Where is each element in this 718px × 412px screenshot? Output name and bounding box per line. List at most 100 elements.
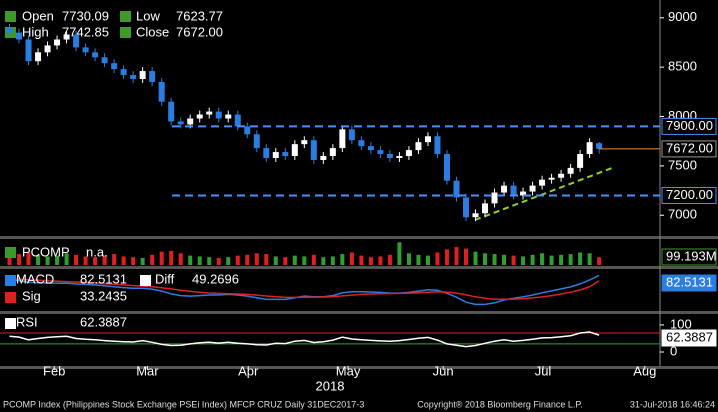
candle-body (348, 129, 355, 141)
legend-swatch (140, 275, 151, 286)
y-tick-label: 7500 (668, 157, 697, 172)
legend-label: MACD (16, 271, 54, 286)
candle-body (244, 126, 251, 135)
volume-bar (83, 256, 88, 265)
candle-body (35, 52, 42, 62)
volume-bar (226, 257, 231, 265)
volume-bar (45, 256, 50, 265)
candle-body (25, 39, 32, 62)
candle-body (586, 142, 593, 155)
footer-left: PCOMP Index (Philippines Stock Exchange … (3, 399, 364, 409)
legend-label: RSI (16, 314, 38, 329)
candle-body (558, 173, 565, 178)
volume-bar (121, 256, 126, 265)
last-price-label-box (661, 140, 717, 158)
x-tick-label: Apr (238, 363, 259, 378)
candle-body (491, 192, 498, 204)
volume-bar (93, 257, 98, 265)
volume-bar (463, 248, 468, 265)
candle-body (310, 140, 317, 160)
volume-bar (311, 254, 316, 265)
last-value-label: 62.3887 (666, 329, 713, 344)
volume-bar (587, 253, 592, 265)
ref-label-box (661, 187, 717, 205)
y-tick-label: 8500 (668, 59, 697, 74)
indicator-line (9, 331, 600, 348)
volume-bar (473, 251, 478, 265)
ref-label: 7200.00 (666, 187, 713, 202)
legend-status: n.a. (86, 244, 108, 259)
volume-bar (131, 257, 136, 265)
volume-bar (188, 255, 193, 265)
candle-body (329, 148, 336, 157)
volume-bar (359, 255, 364, 265)
value-label-box (661, 248, 717, 266)
volume-bar (568, 254, 573, 265)
volume-bar (549, 255, 554, 265)
legend-swatch (5, 247, 16, 258)
legend-value: 7672.00 (176, 24, 223, 39)
candle-body (462, 197, 469, 218)
volume-bar (330, 256, 335, 265)
footer-center: Copyright® 2018 Bloomberg Finance L.P. (417, 399, 583, 409)
volume-bar (321, 257, 326, 265)
volume-bar (235, 255, 240, 265)
last-value-label-box (661, 274, 717, 292)
volume-bar (197, 256, 202, 265)
legend-label: Sig (22, 288, 41, 303)
candle-body (510, 185, 517, 196)
volume-bar (7, 255, 12, 265)
volume-bar (36, 254, 41, 265)
candle-body (377, 150, 384, 155)
indicator-line (9, 278, 600, 301)
candle-body (263, 148, 270, 158)
y-tick-label: 9000 (668, 9, 697, 24)
candle-body (149, 71, 156, 82)
panel-separator (0, 366, 718, 369)
volume-bar (112, 254, 117, 265)
volume-bar (74, 254, 79, 265)
candle-body (577, 154, 584, 168)
candle-body (101, 57, 108, 64)
y-tick-label: 0 (670, 343, 677, 358)
volume-bar (254, 253, 259, 265)
candle-body (82, 47, 89, 53)
candle-body (120, 69, 127, 76)
legend-swatch (5, 318, 16, 329)
volume-bar (502, 254, 507, 265)
volume-bar (578, 252, 583, 265)
volume-bar (483, 253, 488, 265)
x-tick-label: Feb (43, 363, 65, 378)
panel-separator (0, 266, 718, 269)
volume-bar (178, 253, 183, 265)
candle-body (168, 101, 175, 122)
candle-body (396, 156, 403, 158)
volume-bar (530, 254, 535, 265)
candle-body (424, 136, 431, 143)
legend-label: Close (136, 24, 169, 39)
volume-bar (349, 252, 354, 265)
volume-bar (368, 257, 373, 265)
legend-value: 7623.77 (176, 8, 223, 23)
volume-bar (540, 253, 545, 265)
candle-body (139, 71, 146, 79)
candle-body (234, 114, 241, 127)
volume-bar (283, 257, 288, 265)
candle-body (443, 154, 450, 181)
candle-body (434, 136, 441, 155)
candle-body (206, 111, 213, 115)
x-tick-label: Jul (535, 363, 552, 378)
volume-bar (302, 256, 307, 265)
last-price-label: 7672.00 (666, 140, 713, 155)
candle-body (111, 63, 118, 70)
volume-bar (64, 253, 69, 265)
panel-separator (0, 311, 718, 314)
candle-body (187, 118, 194, 125)
candle-body (282, 152, 289, 157)
volume-bar (435, 252, 440, 265)
candle-body (225, 114, 232, 119)
candle-body (367, 146, 374, 151)
legend-swatch (5, 292, 16, 303)
candle-body (539, 179, 546, 186)
